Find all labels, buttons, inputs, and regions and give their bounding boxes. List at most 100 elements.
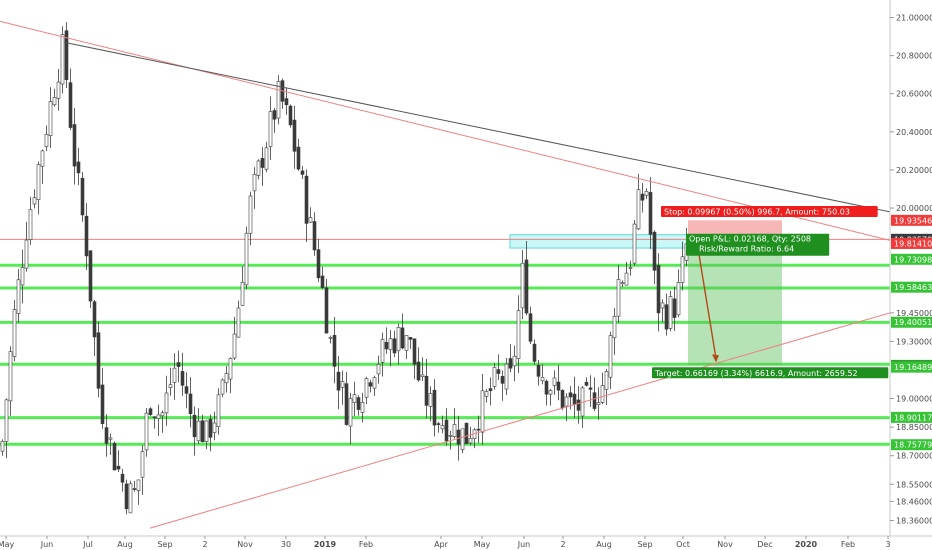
candle-body bbox=[372, 377, 377, 389]
price-tag-bg bbox=[891, 316, 932, 328]
x-tick-label: Jul bbox=[82, 540, 93, 549]
candle-body bbox=[8, 351, 13, 402]
candle-body bbox=[408, 337, 413, 340]
y-tick-label: 18.55000 bbox=[896, 480, 932, 489]
candle-body bbox=[484, 391, 489, 397]
candle-body bbox=[568, 392, 573, 398]
candle-body bbox=[536, 364, 541, 377]
candle-body bbox=[356, 397, 361, 410]
y-tick-label: 20.00000 bbox=[896, 204, 932, 213]
candle-body bbox=[276, 81, 281, 119]
candle-body bbox=[24, 239, 29, 269]
candle-body bbox=[664, 304, 669, 330]
candle-body bbox=[48, 101, 53, 136]
x-tick-label: Dec bbox=[757, 540, 772, 549]
candle-body bbox=[380, 339, 385, 363]
candle-body bbox=[604, 371, 609, 390]
price-axis: 21.00000 20.80000 20.60000 20.40000 20.20000… bbox=[889, 0, 932, 550]
candle-body bbox=[448, 435, 453, 437]
candle-body bbox=[548, 390, 553, 395]
pnl-box bbox=[686, 233, 830, 256]
candle-body bbox=[480, 390, 485, 433]
candle-body bbox=[412, 338, 417, 365]
x-tick-label: 2 bbox=[202, 540, 207, 549]
candle-body bbox=[156, 414, 161, 419]
candle-body bbox=[112, 442, 117, 471]
candle-body bbox=[460, 428, 465, 451]
candle-body bbox=[540, 377, 545, 382]
candle-body bbox=[420, 374, 425, 377]
price-tag: 18.75779 bbox=[894, 441, 932, 450]
candle-body bbox=[140, 451, 145, 478]
y-tick-label: 20.80000 bbox=[896, 52, 932, 61]
price-axis-bg bbox=[890, 0, 932, 550]
candle-body bbox=[76, 161, 81, 174]
candle-body bbox=[312, 221, 317, 251]
upper-trend-line bbox=[0, 20, 891, 241]
candle-body bbox=[252, 174, 257, 192]
candle-body bbox=[20, 267, 25, 286]
candle-body bbox=[416, 361, 421, 381]
candle-body bbox=[120, 473, 125, 483]
candle-body bbox=[68, 82, 73, 128]
candle-body bbox=[300, 170, 305, 175]
candle-body bbox=[216, 394, 221, 427]
position-labels: Stop: 0.09967 (0.50%) 996.7, Amount: 750… bbox=[652, 205, 889, 379]
candle-body bbox=[432, 389, 437, 426]
candle-body bbox=[32, 197, 37, 205]
pnl-label: Open P&L: 0.02168, Qty: 2508 bbox=[689, 235, 811, 244]
x-tick-label: 2 bbox=[560, 540, 565, 549]
y-tick-label: 18.85000 bbox=[896, 423, 932, 432]
candle-body bbox=[600, 385, 605, 403]
candle-body bbox=[188, 393, 193, 415]
candle-body bbox=[452, 424, 457, 437]
trend-lines bbox=[0, 20, 891, 529]
x-tick-label: Oct bbox=[676, 540, 690, 549]
candle-body bbox=[104, 427, 109, 444]
candle-body bbox=[524, 259, 529, 314]
price-tag-bg bbox=[891, 439, 932, 451]
candle-body bbox=[0, 441, 5, 452]
candle-body bbox=[88, 250, 93, 302]
price-tag: 19.16489 bbox=[894, 363, 932, 372]
x-tick-label: Sep bbox=[157, 540, 172, 549]
candle-body bbox=[316, 249, 321, 279]
price-tag-bg bbox=[891, 361, 932, 373]
candle-body bbox=[632, 223, 637, 264]
candle-body bbox=[232, 333, 237, 359]
candle-body bbox=[596, 402, 601, 405]
candle-body bbox=[492, 366, 497, 387]
candle-body bbox=[16, 279, 21, 314]
candle-body bbox=[224, 373, 229, 384]
x-tick-label: Jun bbox=[40, 540, 54, 549]
y-tick-label: 21.00000 bbox=[896, 14, 932, 23]
candle-body bbox=[348, 398, 353, 427]
candle-body bbox=[512, 355, 517, 367]
candle-body bbox=[164, 392, 169, 414]
candle-body bbox=[176, 362, 181, 367]
candle-body bbox=[612, 316, 617, 339]
candle-body bbox=[284, 98, 289, 106]
candle-body bbox=[392, 338, 397, 354]
candle-body bbox=[132, 488, 137, 490]
price-tag-bg bbox=[891, 237, 932, 249]
target-zone bbox=[688, 239, 782, 366]
candle-body bbox=[364, 378, 369, 398]
candle-body bbox=[676, 282, 681, 316]
candle-body bbox=[180, 371, 185, 386]
candle-body bbox=[288, 105, 293, 126]
candle-body bbox=[328, 336, 333, 339]
candle-body bbox=[184, 386, 189, 394]
x-tick-label: Jun bbox=[517, 540, 531, 549]
candle-body bbox=[192, 414, 197, 438]
candle-body bbox=[388, 338, 393, 351]
candle-body bbox=[304, 175, 309, 224]
price-tag: 19.40051 bbox=[894, 318, 932, 327]
candle-body bbox=[296, 146, 301, 170]
target-label: Target: 0.66169 (3.34%) 6616.9, Amount: … bbox=[654, 369, 858, 378]
candle-body bbox=[320, 275, 325, 288]
candle-body bbox=[344, 383, 349, 425]
candle-body bbox=[560, 390, 565, 409]
x-tick-label: Apr bbox=[434, 540, 449, 549]
